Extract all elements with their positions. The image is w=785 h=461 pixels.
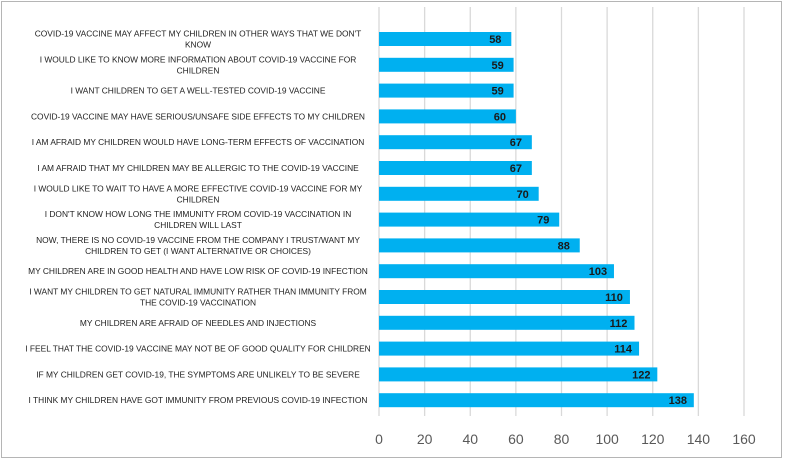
data-label: 88 [558, 240, 570, 252]
bar [379, 135, 532, 150]
category-label: I DON'T KNOW HOW LONG THE IMMUNITY FROM … [45, 209, 352, 219]
x-tick-label: 100 [595, 431, 619, 447]
bar [379, 367, 658, 382]
bar [379, 290, 630, 304]
data-label: 103 [589, 266, 607, 278]
x-tick-label: 60 [508, 431, 524, 447]
category-label: CHILDREN [177, 65, 220, 75]
data-label: 122 [632, 369, 650, 381]
bars [379, 32, 694, 408]
gridlines [378, 7, 745, 416]
category-label: CHILDREN [177, 194, 220, 204]
data-label: 110 [605, 292, 623, 304]
category-label: COVID-19 VACCINE MAY HAVE SERIOUS/UNSAFE… [31, 111, 365, 121]
x-tick-label: 120 [641, 431, 665, 447]
bar [379, 57, 514, 72]
data-label: 67 [510, 137, 522, 149]
data-label: 138 [669, 395, 687, 407]
x-tick-label: 20 [417, 431, 433, 447]
category-label: COVID-19 VACCINE MAY AFFECT MY CHILDREN … [35, 29, 362, 39]
data-label: 114 [614, 344, 633, 356]
data-label: 58 [489, 34, 501, 46]
bar [379, 83, 514, 98]
category-label: I THINK MY CHILDREN HAVE GOT IMMUNITY FR… [29, 395, 368, 405]
category-label: I FEEL THAT THE COVID-19 VACCINE MAY NOT… [25, 344, 370, 354]
bar [379, 393, 694, 408]
category-label: IF MY CHILDREN GET COVID-19, THE SYMPTOM… [36, 369, 360, 379]
x-tick-label: 160 [732, 431, 756, 447]
bar [379, 238, 580, 253]
bar [379, 264, 614, 279]
bar [379, 32, 512, 46]
category-label: I WOULD LIKE TO WAIT TO HAVE A MORE EFFE… [34, 183, 363, 193]
x-axis-ticks: 0 20 40 60 80 100 120 140 160 [375, 431, 756, 447]
value-labels: 58 59 59 60 67 67 70 79 88 103 110 112 114 122 138 [489, 34, 687, 407]
data-label: 67 [510, 163, 522, 175]
category-label: I WANT MY CHILDREN TO GET NATURAL IMMUNI… [29, 287, 367, 297]
category-label: I AM AFRAID THAT MY CHILDREN MAY BE ALLE… [37, 163, 359, 173]
data-label: 59 [491, 86, 503, 98]
x-tick-label: 140 [687, 431, 711, 447]
category-label: I WANT CHILDREN TO GET A WELL-TESTED COV… [71, 86, 326, 96]
category-label: I AM AFRAID MY CHILDREN WOULD HAVE LONG-… [32, 137, 365, 147]
data-label: 60 [494, 111, 506, 123]
data-label: 79 [537, 215, 549, 227]
category-label: I WOULD LIKE TO KNOW MORE INFORMATION AB… [40, 54, 357, 64]
category-label: MY CHILDREN ARE AFRAID OF NEEDLES AND IN… [80, 318, 317, 328]
data-label: 59 [491, 60, 503, 72]
bar [379, 186, 539, 201]
category-label: CHILDREN WILL LAST [154, 220, 242, 230]
bar [379, 161, 532, 175]
category-labels: COVID-19 VACCINE MAY AFFECT MY CHILDREN … [25, 29, 370, 406]
bar [379, 315, 635, 330]
bar [379, 212, 560, 227]
x-tick-label: 0 [375, 431, 383, 447]
data-label: 70 [517, 189, 529, 201]
category-label: CHILDREN TO GET (I WANT ALTERNATIVE OR C… [85, 246, 311, 256]
category-label: MY CHILDREN ARE IN GOOD HEALTH AND HAVE … [28, 266, 368, 276]
category-label: NOW, THERE IS NO COVID-19 VACCINE FROM T… [36, 235, 360, 245]
bar [379, 341, 640, 356]
category-label: THE COVID-19 VACCINATION [140, 298, 256, 308]
category-label: KNOW [185, 40, 211, 50]
bar [379, 109, 516, 124]
x-tick-label: 40 [462, 431, 478, 447]
x-tick-label: 80 [554, 431, 570, 447]
data-label: 112 [610, 318, 628, 330]
